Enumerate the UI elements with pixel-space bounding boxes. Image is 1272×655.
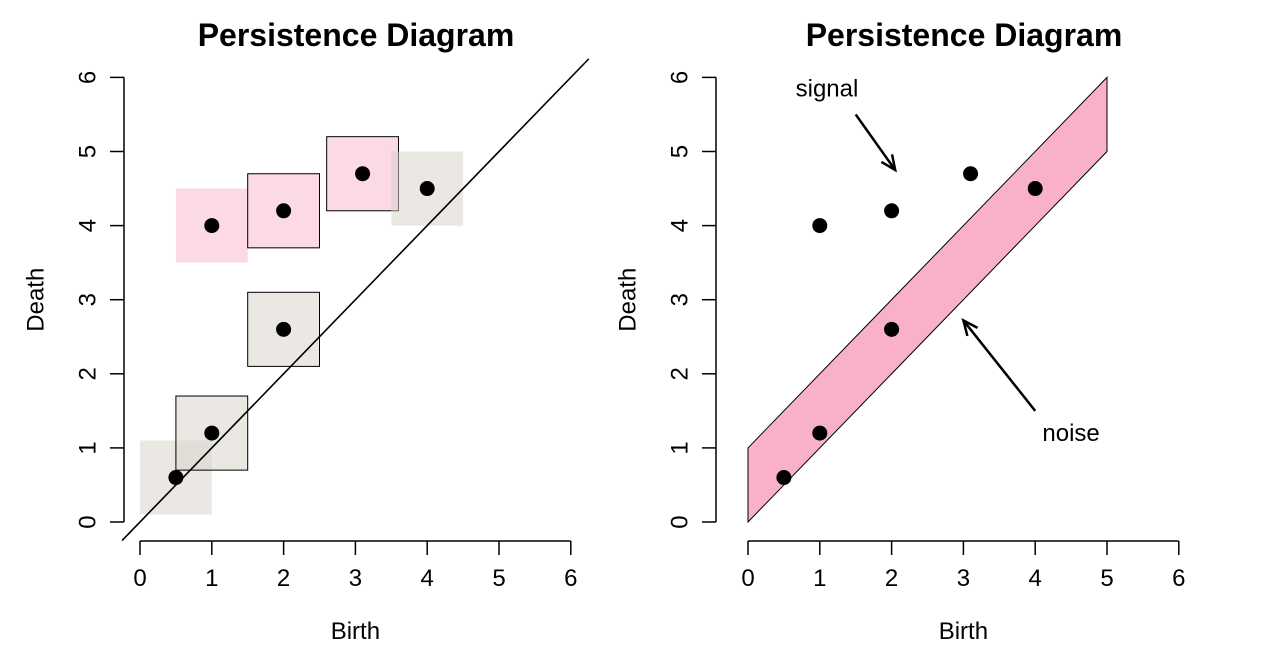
data-point xyxy=(204,425,220,441)
data-point xyxy=(276,321,292,337)
chart-title: Persistence Diagram xyxy=(198,17,515,53)
x-tick-label: 5 xyxy=(1100,565,1113,592)
x-tick-label: 2 xyxy=(885,565,898,592)
x-tick-label: 3 xyxy=(349,565,362,592)
x-tick-label: 3 xyxy=(957,565,970,592)
right-persistence-panel: Persistence Diagram signal noise 0 1 2 3 4 5 6 Bir… xyxy=(615,17,1186,645)
signal-arrowhead xyxy=(880,154,897,173)
x-axis-label: Birth xyxy=(939,618,988,645)
y-tick-label: 5 xyxy=(75,145,102,158)
signal-arrow xyxy=(854,113,897,171)
x-tick-label: 4 xyxy=(421,565,434,592)
noise-arrowhead xyxy=(961,318,979,337)
x-tick-label: 4 xyxy=(1029,565,1042,592)
diagonal-line xyxy=(121,58,590,542)
y-tick-label: 4 xyxy=(75,219,102,232)
y-tick-label: 3 xyxy=(75,293,102,306)
y-tick-label: 5 xyxy=(667,145,694,158)
data-point xyxy=(776,470,792,486)
data-point xyxy=(884,321,900,337)
noise-annotation-label: noise xyxy=(1042,420,1099,447)
x-tick-label: 5 xyxy=(492,565,505,592)
x-tick-label: 0 xyxy=(133,565,146,592)
noise-band xyxy=(747,76,1108,524)
y-tick-label: 0 xyxy=(75,515,102,528)
noise-arrow xyxy=(962,319,1037,412)
x-axis-label: Birth xyxy=(331,618,380,645)
data-point xyxy=(963,166,979,182)
data-point xyxy=(884,203,900,219)
data-point xyxy=(1027,181,1043,197)
data-point xyxy=(812,425,828,441)
left-persistence-panel: Persistence Diagram 0 1 2 3 4 5 6 Birth 0 1 2 3 4 5 6 De… xyxy=(23,17,590,645)
y-tick-label: 4 xyxy=(667,219,694,232)
x-tick-label: 1 xyxy=(205,565,218,592)
x-tick-label: 1 xyxy=(813,565,826,592)
data-point xyxy=(276,203,292,219)
data-point xyxy=(812,218,828,234)
y-tick-label: 0 xyxy=(667,515,694,528)
chart-title: Persistence Diagram xyxy=(806,17,1123,53)
data-point xyxy=(419,181,435,197)
x-tick-label: 2 xyxy=(277,565,290,592)
y-tick-label: 1 xyxy=(667,441,694,454)
y-axis-label: Death xyxy=(615,268,642,332)
y-tick-label: 6 xyxy=(667,71,694,84)
y-axis-label: Death xyxy=(23,268,50,332)
x-tick-label: 6 xyxy=(1172,565,1185,592)
data-point xyxy=(168,470,184,486)
y-tick-label: 6 xyxy=(75,71,102,84)
y-tick-label: 2 xyxy=(667,367,694,380)
y-tick-label: 2 xyxy=(75,367,102,380)
y-tick-label: 1 xyxy=(75,441,102,454)
signal-annotation-label: signal xyxy=(796,76,859,103)
x-tick-label: 6 xyxy=(564,565,577,592)
data-point xyxy=(204,218,220,234)
x-tick-label: 0 xyxy=(741,565,754,592)
y-tick-label: 3 xyxy=(667,293,694,306)
data-point xyxy=(355,166,371,182)
